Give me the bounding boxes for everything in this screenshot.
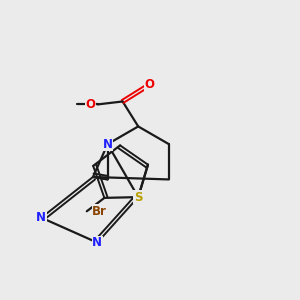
Text: N: N: [36, 211, 46, 224]
Text: O: O: [85, 98, 95, 111]
Text: S: S: [134, 190, 142, 204]
Text: Br: Br: [92, 205, 107, 218]
Text: N: N: [103, 138, 112, 151]
Text: N: N: [92, 236, 102, 249]
Text: O: O: [145, 78, 154, 91]
